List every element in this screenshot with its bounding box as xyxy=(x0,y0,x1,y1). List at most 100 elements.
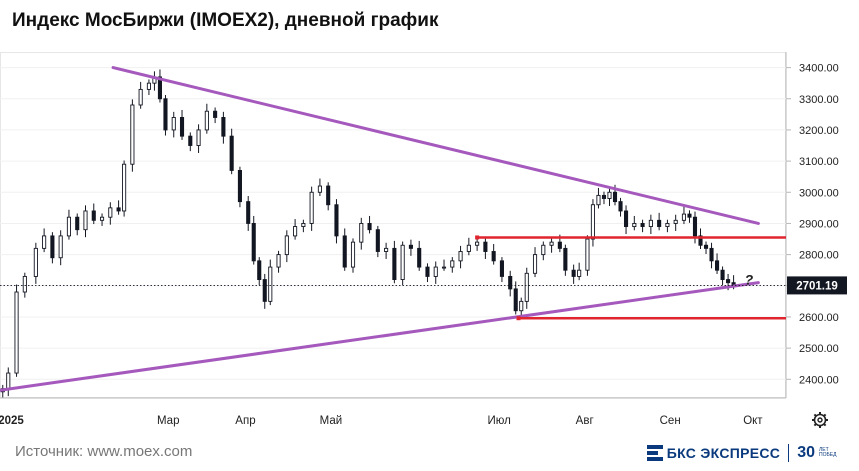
candle-body xyxy=(14,291,19,374)
y-tick-label: 3200.00 xyxy=(799,125,839,137)
y-axis-ticks: 2400.002500.002600.002700.002800.002900.… xyxy=(786,63,839,386)
candle-body xyxy=(541,244,546,256)
candle-body xyxy=(301,222,306,228)
question-mark: ? xyxy=(745,271,754,287)
logo-separator xyxy=(788,444,790,462)
candle-body xyxy=(138,88,143,106)
candle-body xyxy=(384,247,389,252)
bks-logo-text: БКС ЭКСПРЕСС xyxy=(666,445,781,461)
logo-years: 30 xyxy=(797,444,815,461)
candle-body xyxy=(709,247,714,262)
candle-body xyxy=(607,191,612,199)
candle-body xyxy=(400,244,405,280)
candle-body xyxy=(692,216,698,237)
x-axis-ticks: 2025 Мар Апр Май Июл Авг Сен Окт xyxy=(0,415,763,427)
candle-body xyxy=(657,219,662,228)
candle-body xyxy=(720,269,725,280)
candle-body xyxy=(519,300,524,312)
x-tick-label: Мар xyxy=(157,415,180,427)
candle-body xyxy=(66,216,71,237)
candle-body xyxy=(612,191,618,203)
candle-body xyxy=(367,222,372,231)
candle-body xyxy=(246,201,251,224)
y-tick-label: 2400.00 xyxy=(799,374,839,386)
candle-body xyxy=(262,279,267,302)
x-tick-label: Апр xyxy=(235,415,255,427)
candle-body xyxy=(549,241,554,246)
chart-title: Индекс МосБиржи (IMOEX2), дневной график xyxy=(12,10,439,31)
candle-body xyxy=(466,244,471,252)
x-tick-label: Май xyxy=(320,415,343,427)
candle-body xyxy=(276,254,281,268)
candle-body xyxy=(458,251,463,262)
y-tick-label: 3400.00 xyxy=(799,63,839,75)
candle-body xyxy=(116,207,121,212)
candle-body xyxy=(42,235,47,249)
candle-body xyxy=(122,163,127,212)
levels xyxy=(475,235,786,321)
y-tick-label: 2900.00 xyxy=(799,218,839,230)
candle-body xyxy=(22,275,27,293)
candle-body xyxy=(221,117,226,137)
candle-body xyxy=(703,244,709,249)
candle-body xyxy=(257,260,262,280)
last-price-marker: 2701.19? xyxy=(0,271,847,295)
candle-body xyxy=(108,207,113,218)
candle-body xyxy=(632,222,637,228)
candle-body xyxy=(268,266,273,302)
candle-body xyxy=(475,241,480,246)
settings-gear-icon[interactable] xyxy=(812,412,828,428)
x-tick-label: 2025 xyxy=(0,415,24,427)
x-tick-label: Июл xyxy=(487,415,510,427)
candle-body xyxy=(673,219,678,224)
candle-body xyxy=(326,185,331,206)
candle-body xyxy=(698,235,703,246)
candle-body xyxy=(91,210,96,221)
candle-body xyxy=(499,260,504,277)
x-tick-label: Окт xyxy=(743,415,763,427)
candle-body xyxy=(640,222,645,228)
y-tick-label: 3100.00 xyxy=(799,156,839,168)
candle-body xyxy=(687,213,692,218)
level-anchor xyxy=(516,316,521,321)
candle-body xyxy=(237,170,242,203)
candle-body xyxy=(171,117,176,131)
candle-body xyxy=(350,241,356,268)
candle-body xyxy=(532,254,538,274)
candle-body xyxy=(146,82,151,90)
y-tick-label: 2800.00 xyxy=(799,250,839,262)
chart-area: 2400.002500.002600.002700.002800.002900.… xyxy=(0,52,859,437)
grid xyxy=(0,67,786,380)
candle-body xyxy=(99,216,105,221)
candle-body xyxy=(334,204,339,237)
trendline-support xyxy=(0,281,760,392)
candle-body xyxy=(491,251,496,262)
candle-body xyxy=(715,260,720,271)
candle-body xyxy=(83,210,88,231)
candle-body xyxy=(58,235,63,259)
candle-body xyxy=(425,266,430,277)
candle-body xyxy=(571,269,576,277)
candle-body xyxy=(196,129,201,146)
last-price-label: 2701.19 xyxy=(796,280,838,292)
trendline-resistance xyxy=(111,66,760,225)
candle-body xyxy=(392,247,397,280)
candle-body xyxy=(433,266,438,277)
candle-body xyxy=(342,235,347,268)
candle-body xyxy=(557,241,562,249)
candle-body xyxy=(590,204,595,240)
chart-svg: 2400.002500.002600.002700.002800.002900.… xyxy=(0,52,847,428)
candle-body xyxy=(359,222,364,243)
candle-body xyxy=(179,117,185,137)
candle-body xyxy=(726,279,731,284)
candle-body xyxy=(417,247,422,268)
candle-body xyxy=(130,104,135,165)
y-tick-label: 3000.00 xyxy=(799,187,839,199)
y-tick-label: 2500.00 xyxy=(799,343,839,355)
trendlines xyxy=(0,66,760,392)
candle-body xyxy=(623,210,629,228)
candle-body xyxy=(601,194,607,199)
candle-body xyxy=(563,247,568,271)
bks-logo-icon xyxy=(646,445,663,461)
candle-body xyxy=(204,110,209,131)
